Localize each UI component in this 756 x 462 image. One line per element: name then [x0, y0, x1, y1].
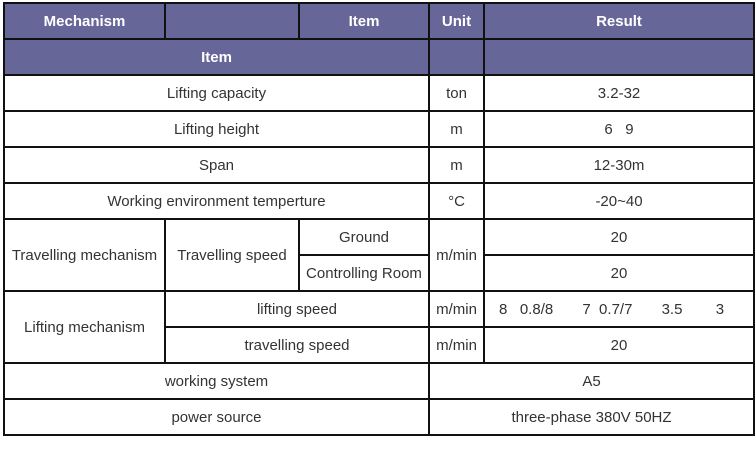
- row-label: power source: [3, 398, 430, 436]
- header-unit: Unit: [428, 2, 485, 40]
- spec-table: Mechanism Item Unit Result Item Lifting …: [3, 2, 755, 436]
- table-row: Controlling Room 20: [4, 254, 755, 292]
- travel-value-room: 20: [483, 254, 755, 292]
- row-label: Span: [3, 146, 430, 184]
- table-row: Travelling mechanism Travelling speed Gr…: [3, 218, 755, 292]
- header-blank: [164, 2, 300, 40]
- row-label: Lifting height: [3, 110, 430, 148]
- row-unit: m: [428, 146, 485, 184]
- travel-unit: m/min: [428, 218, 485, 292]
- row-label: Working environment temperture: [3, 182, 430, 220]
- header-item: Item: [298, 2, 430, 40]
- row-label: Lifting capacity: [3, 74, 430, 112]
- row-unit: °C: [428, 182, 485, 220]
- table-row: Span m 12-30m: [3, 146, 755, 184]
- header-mechanism: Mechanism: [3, 2, 166, 40]
- lift-item-travel: travelling speed: [164, 326, 430, 364]
- table-row: working system A5: [3, 362, 755, 400]
- table-row: travelling speed m/min 20: [4, 326, 755, 364]
- lift-value-speed: 8 0.8/8 7 0.7/7 3.5 3: [483, 290, 755, 328]
- header-row: Mechanism Item Unit Result: [3, 2, 755, 40]
- row-value: 12-30m: [483, 146, 755, 184]
- lift-unit-travel: m/min: [428, 326, 485, 364]
- row-value: A5: [428, 362, 755, 400]
- table-row: Lifting mechanism lifting speed m/min 8 …: [3, 290, 755, 364]
- travel-mechanism: Travelling mechanism: [3, 218, 166, 292]
- table-row: Working environment temperture °C -20~40: [3, 182, 755, 220]
- subheader-row: Item: [3, 38, 755, 76]
- lift-unit-speed: m/min: [428, 290, 485, 328]
- row-value: three-phase 380V 50HZ: [428, 398, 755, 436]
- lift-mechanism: Lifting mechanism: [3, 290, 166, 364]
- row-value: 6 9: [483, 110, 755, 148]
- subheader-result-blank: [483, 38, 755, 76]
- table-row: Lifting height m 6 9: [3, 110, 755, 148]
- lift-item-speed: lifting speed: [164, 290, 430, 328]
- travel-sub-ground: Ground: [298, 218, 430, 256]
- row-unit: ton: [428, 74, 485, 112]
- subheader-item: Item: [3, 38, 430, 76]
- lift-value-travel: 20: [483, 326, 755, 364]
- travel-item: Travelling speed: [164, 218, 300, 292]
- table-row: power source three-phase 380V 50HZ: [3, 398, 755, 436]
- row-value: -20~40: [483, 182, 755, 220]
- row-label: working system: [3, 362, 430, 400]
- travel-sub-room: Controlling Room: [298, 254, 430, 292]
- subheader-unit-blank: [428, 38, 485, 76]
- row-value: 3.2-32: [483, 74, 755, 112]
- table-row: Lifting capacity ton 3.2-32: [3, 74, 755, 112]
- header-result: Result: [483, 2, 755, 40]
- row-unit: m: [428, 110, 485, 148]
- travel-value-ground: 20: [483, 218, 755, 256]
